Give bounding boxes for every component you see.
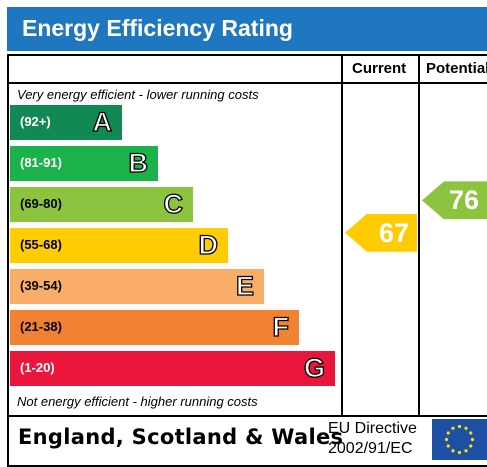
band-range-label: (92+) (20, 114, 51, 129)
band-letter: G (303, 352, 325, 383)
not-efficient-note: Not energy efficient - higher running co… (17, 394, 258, 409)
band-range-label: (1-20) (20, 360, 55, 375)
band-g: (1-20) G (10, 351, 335, 386)
band-letter: A (92, 106, 113, 137)
band-letter: D (198, 229, 219, 260)
band-e: (39-54) E (10, 269, 264, 304)
current-column-header: Current (352, 60, 407, 77)
eu-flag-icon (432, 419, 487, 460)
chart-frame (7, 54, 487, 467)
current-column-divider (341, 54, 343, 415)
very-efficient-note: Very energy efficient - lower running co… (17, 87, 259, 102)
band-c: (69-80) C (10, 187, 193, 222)
band-letter: C (163, 188, 184, 219)
band-range-label: (39-54) (20, 278, 62, 293)
potential-column-divider (418, 54, 420, 415)
chart-title: Energy Efficiency Rating (22, 15, 293, 41)
current-rating-value: 67 (378, 217, 409, 248)
band-d: (55-68) D (10, 228, 228, 263)
eu-directive-number: 2002/91/EC (328, 440, 413, 457)
band-f: (21-38) F (10, 310, 299, 345)
band-letter: F (272, 311, 290, 342)
band-range-label: (69-80) (20, 196, 62, 211)
band-letter: B (128, 147, 149, 178)
footer-divider (7, 415, 487, 417)
band-letter: E (235, 270, 254, 301)
band-range-label: (21-38) (20, 319, 62, 334)
potential-column-header: Potential (426, 60, 487, 77)
header-divider (7, 82, 487, 84)
band-range-label: (55-68) (20, 237, 62, 252)
country-label: England, Scotland & Wales (18, 425, 344, 449)
band-a: (92+) A (10, 105, 122, 140)
band-b: (81-91) B (10, 146, 158, 181)
band-range-label: (81-91) (20, 155, 62, 170)
potential-rating-value: 76 (448, 185, 479, 216)
eu-directive-label: EU Directive (328, 420, 417, 437)
rating-header: Energy Efficiency Rating (7, 7, 487, 51)
